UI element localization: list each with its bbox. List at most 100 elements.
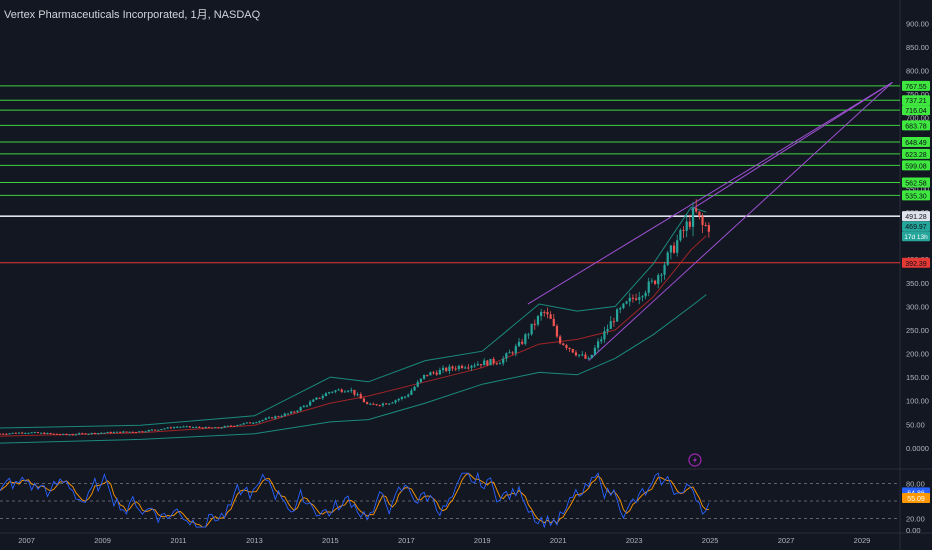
candle-body bbox=[590, 354, 593, 359]
candle-body bbox=[214, 427, 217, 429]
time-tick-label: 2011 bbox=[170, 536, 186, 545]
candle-body bbox=[587, 358, 590, 360]
price-tick-label: 200.00 bbox=[906, 350, 929, 359]
candle-body bbox=[359, 394, 362, 399]
candle-body bbox=[245, 422, 248, 424]
candle-body bbox=[220, 427, 223, 429]
candle-body bbox=[698, 211, 701, 217]
price-tick-label: 150.00 bbox=[906, 373, 929, 382]
candle-body bbox=[707, 225, 710, 232]
candle-body bbox=[691, 208, 695, 227]
price-tick-label: 50.00 bbox=[906, 420, 925, 429]
candle-body bbox=[24, 432, 27, 434]
candle-body bbox=[546, 312, 549, 315]
candle-body bbox=[647, 281, 650, 293]
symbol-title: Vertex Pharmaceuticals Incorporated, 1月,… bbox=[4, 9, 261, 21]
candle-body bbox=[293, 411, 296, 413]
candle-body bbox=[568, 347, 571, 349]
candle-body bbox=[201, 427, 204, 429]
candle-body bbox=[495, 363, 498, 365]
candle-body bbox=[318, 397, 321, 399]
candle-body bbox=[489, 358, 492, 366]
candle-body bbox=[36, 432, 40, 434]
candle-body bbox=[407, 394, 410, 397]
candle-body bbox=[84, 433, 87, 435]
stoch-value-badge bbox=[902, 493, 930, 504]
candle-body bbox=[96, 433, 100, 435]
candle-body bbox=[549, 314, 552, 319]
time-tick-label: 2029 bbox=[854, 536, 871, 545]
candle-body bbox=[641, 296, 644, 298]
candle-body bbox=[236, 425, 239, 427]
candle-body bbox=[372, 403, 375, 405]
candle-body bbox=[299, 407, 302, 411]
candle-body bbox=[49, 433, 52, 435]
candle-body bbox=[191, 427, 195, 429]
price-tick-label: 0.0000 bbox=[906, 444, 929, 453]
candle-body bbox=[122, 431, 125, 433]
candle-body bbox=[185, 426, 188, 428]
candle-body bbox=[403, 396, 407, 398]
candle-body bbox=[429, 372, 432, 376]
time-tick-label: 2007 bbox=[18, 536, 35, 545]
candle-body bbox=[343, 391, 347, 393]
price-level-badge bbox=[902, 211, 930, 222]
candle-body bbox=[160, 429, 163, 431]
candle-body bbox=[296, 410, 299, 412]
candle-body bbox=[8, 433, 11, 435]
candle-body bbox=[565, 345, 568, 348]
candle-body bbox=[331, 391, 334, 393]
price-tick-label: 800.00 bbox=[906, 67, 929, 76]
candle-body bbox=[508, 352, 511, 354]
candle-body bbox=[413, 386, 416, 391]
candle-body bbox=[179, 426, 182, 428]
candle-body bbox=[400, 397, 404, 399]
countdown-badge bbox=[902, 231, 930, 242]
candle-body bbox=[93, 432, 97, 434]
candle-body bbox=[530, 323, 533, 335]
candle-body bbox=[650, 280, 654, 282]
price-level-label: 623.28 bbox=[905, 152, 927, 159]
candle-body bbox=[441, 367, 445, 371]
candle-body bbox=[157, 429, 160, 431]
candle-body bbox=[103, 432, 106, 434]
candle-body bbox=[302, 405, 305, 408]
candle-body bbox=[210, 427, 214, 429]
candle-body bbox=[112, 432, 116, 434]
candle-body bbox=[163, 428, 166, 430]
candle-body bbox=[128, 431, 131, 433]
candle-body bbox=[188, 426, 191, 428]
candle-body bbox=[676, 240, 679, 253]
time-tick-label: 2023 bbox=[626, 536, 643, 545]
candle-body bbox=[11, 432, 14, 434]
price-level-label: 535.30 bbox=[905, 193, 927, 200]
candle-body bbox=[457, 365, 460, 370]
candle-body bbox=[593, 347, 597, 355]
candle-body bbox=[239, 424, 242, 426]
stoch-tick-label: 80.00 bbox=[906, 480, 925, 489]
price-level-label: 562.58 bbox=[905, 181, 927, 188]
candle-body bbox=[68, 434, 71, 436]
candle-body bbox=[362, 398, 366, 403]
bollinger-upper bbox=[0, 206, 707, 429]
price-level-badge bbox=[902, 177, 930, 188]
candle-body bbox=[657, 275, 660, 284]
candle-body bbox=[321, 396, 324, 399]
candle-body bbox=[464, 367, 467, 369]
candle-body bbox=[166, 427, 169, 429]
candle-body bbox=[695, 208, 698, 212]
candle-body bbox=[634, 298, 638, 300]
candle-body bbox=[631, 297, 635, 299]
price-tick-label: 850.00 bbox=[906, 43, 929, 52]
candle-body bbox=[479, 364, 483, 366]
candle-body bbox=[369, 403, 372, 405]
candle-body bbox=[248, 422, 252, 424]
candle-body bbox=[14, 432, 17, 434]
price-level-badge bbox=[902, 257, 930, 268]
candle-body bbox=[615, 309, 619, 322]
candle-body bbox=[540, 311, 543, 317]
candle-body bbox=[315, 397, 318, 400]
candle-body bbox=[445, 367, 448, 372]
